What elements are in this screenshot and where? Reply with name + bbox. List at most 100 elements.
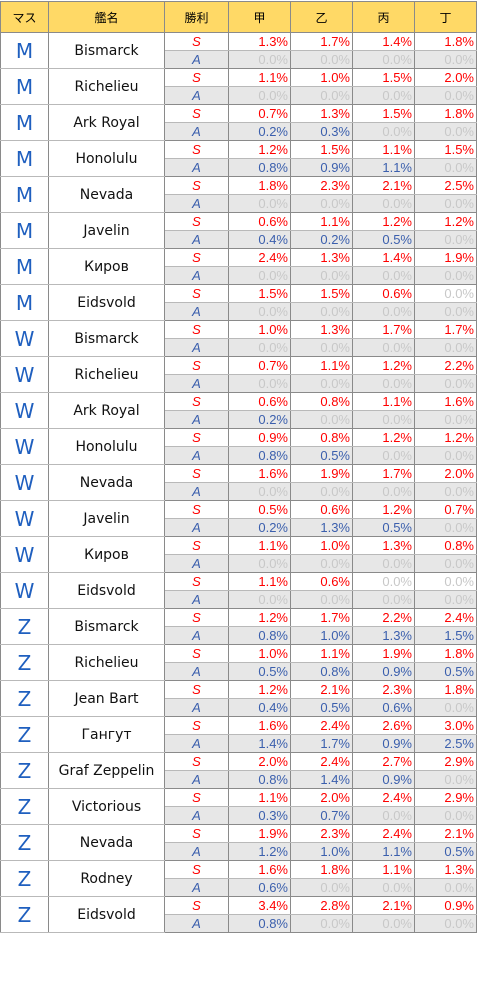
table-row-s-rank: W Javelin S 0.5% 0.6% 1.2% 0.7% [0,500,477,537]
ship-name-cell: Honolulu [48,140,165,177]
drop-rate-cell: 0.0% [290,914,353,933]
header-difficulty-hei: 丙 [352,1,415,33]
drop-rate-cell: 1.1% [352,842,415,861]
drop-rate-cell: 1.4% [290,770,353,789]
drop-rate-cell: 2.2% [352,608,415,627]
table-row-s-rank: W Ark Royal S 0.6% 0.8% 1.1% 1.6% [0,392,477,429]
rank-s-label: S [164,752,229,771]
drop-rate-cell: 1.5% [352,104,415,123]
drop-rate-cell: 0.0% [228,482,291,501]
drop-rate-cell: 1.1% [290,356,353,375]
drop-rate-cell: 0.0% [414,914,477,933]
table-row-s-rank: W Richelieu S 0.7% 1.1% 1.2% 2.2% [0,356,477,393]
table-row-s-rank: Z Гангут S 1.6% 2.4% 2.6% 3.0% [0,716,477,753]
drop-rate-cell: 0.2% [228,410,291,429]
rank-a-label: A [164,482,229,501]
rank-a-label: A [164,194,229,213]
node-cell: M [0,284,49,321]
ship-name-cell: Victorious [48,788,165,825]
drop-rate-cell: 0.0% [352,194,415,213]
drop-rate-cell: 0.9% [352,662,415,681]
rank-a-label: A [164,302,229,321]
drop-rate-cell: 0.0% [414,122,477,141]
drop-rate-cell: 2.4% [352,788,415,807]
drop-rate-cell: 2.7% [352,752,415,771]
drop-rate-cell: 0.2% [228,122,291,141]
drop-rate-cell: 0.8% [228,446,291,465]
drop-rate-cell: 0.0% [228,554,291,573]
rank-s-label: S [164,644,229,663]
rank-s-label: S [164,536,229,555]
table-row-s-rank: Z Rodney S 1.6% 1.8% 1.1% 1.3% [0,860,477,897]
rank-s-label: S [164,608,229,627]
node-cell: W [0,536,49,573]
ship-name-cell: Киров [48,536,165,573]
drop-rate-cell: 1.5% [290,284,353,303]
drop-rate-cell: 0.5% [414,662,477,681]
rank-s-label: S [164,464,229,483]
drop-rate-cell: 1.8% [290,860,353,879]
rank-a-label: A [164,878,229,897]
drop-rate-cell: 1.7% [290,608,353,627]
drop-rate-cell: 0.0% [414,698,477,717]
drop-rate-cell: 0.0% [352,878,415,897]
table-row-s-rank: W Bismarck S 1.0% 1.3% 1.7% 1.7% [0,320,477,357]
drop-rate-cell: 2.4% [290,716,353,735]
rank-a-label: A [164,842,229,861]
rank-a-label: A [164,518,229,537]
drop-rate-cell: 2.0% [290,788,353,807]
table-row-a-rank: A 0.2% 1.3% 0.5% 0.0% [1,518,477,537]
table-row-s-rank: Z Jean Bart S 1.2% 2.1% 2.3% 1.8% [0,680,477,717]
drop-rate-cell: 1.8% [414,644,477,663]
drop-rate-cell: 1.6% [228,464,291,483]
node-cell: Z [0,716,49,753]
drop-rate-cell: 0.0% [290,590,353,609]
drop-rate-cell: 0.0% [228,374,291,393]
drop-rate-cell: 1.9% [414,248,477,267]
table-row-a-rank: A 0.0% 0.0% 0.0% 0.0% [1,374,477,393]
node-cell: M [0,140,49,177]
rank-a-label: A [164,410,229,429]
rank-s-label: S [164,860,229,879]
drop-rate-cell: 2.4% [228,248,291,267]
node-cell: M [0,32,49,69]
drop-rate-cell: 0.0% [290,50,353,69]
rank-s-label: S [164,680,229,699]
rank-a-label: A [164,806,229,825]
ship-name-cell: Javelin [48,500,165,537]
node-cell: M [0,248,49,285]
drop-rate-cell: 0.5% [228,662,291,681]
drop-rate-cell: 0.0% [414,374,477,393]
drop-rate-cell: 1.8% [414,32,477,51]
table-row-s-rank: M Киров S 2.4% 1.3% 1.4% 1.9% [0,248,477,285]
drop-rate-cell: 2.3% [290,176,353,195]
rank-s-label: S [164,32,229,51]
drop-rate-cell: 0.7% [414,500,477,519]
node-cell: M [0,176,49,213]
drop-rate-cell: 0.0% [290,482,353,501]
drop-rate-cell: 0.8% [290,428,353,447]
table-row-a-rank: A 0.8% 0.5% 0.0% 0.0% [1,446,477,465]
drop-rate-cell: 1.7% [352,320,415,339]
drop-rate-cell: 1.9% [290,464,353,483]
table-row-s-rank: Z Richelieu S 1.0% 1.1% 1.9% 1.8% [0,644,477,681]
rank-s-label: S [164,68,229,87]
drop-rate-cell: 0.7% [228,356,291,375]
drop-rate-cell: 0.0% [414,554,477,573]
drop-rate-cell: 1.2% [228,140,291,159]
drop-rate-cell: 1.8% [414,104,477,123]
ship-name-cell: Гангут [48,716,165,753]
drop-rate-cell: 0.6% [228,392,291,411]
drop-rate-cell: 0.0% [228,302,291,321]
table-row-a-rank: A 0.3% 0.7% 0.0% 0.0% [1,806,477,825]
drop-rate-cell: 2.5% [414,734,477,753]
drop-rate-cell: 0.0% [352,590,415,609]
table-row-s-rank: W Nevada S 1.6% 1.9% 1.7% 2.0% [0,464,477,501]
rank-s-label: S [164,176,229,195]
drop-rate-cell: 0.0% [414,482,477,501]
table-row-s-rank: W Honolulu S 0.9% 0.8% 1.2% 1.2% [0,428,477,465]
drop-rate-cell: 0.8% [228,770,291,789]
drop-rate-cell: 0.0% [414,50,477,69]
drop-rate-cell: 0.0% [290,194,353,213]
table-row-s-rank: M Bismarck S 1.3% 1.7% 1.4% 1.8% [0,32,477,69]
